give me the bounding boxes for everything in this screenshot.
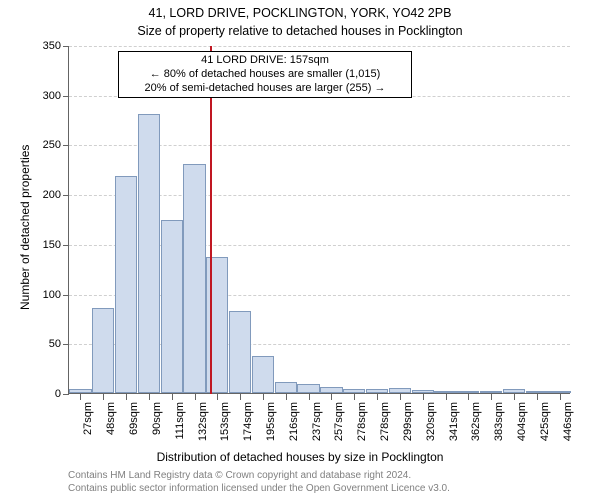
y-tick [63,96,69,97]
x-tick [240,394,241,400]
x-tick-label: 111sqm [174,402,186,440]
x-tick [217,394,218,400]
x-tick-label: 383sqm [493,402,505,441]
x-tick-label: 278sqm [379,402,391,441]
x-tick [423,394,424,400]
y-tick [63,344,69,345]
bar [366,389,388,393]
annotation-line3: 20% of semi-detached houses are larger (… [123,82,407,96]
bar [457,391,479,393]
y-tick [63,145,69,146]
y-tick-label: 300 [29,90,61,102]
bar [297,384,319,393]
y-tick [63,46,69,47]
x-tick [331,394,332,400]
bar [503,389,525,393]
x-tick [468,394,469,400]
y-axis-label: Number of detached properties [18,145,32,310]
bar [183,164,205,393]
annotation-line1: 41 LORD DRIVE: 157sqm [123,54,407,68]
x-tick-label: 425sqm [539,402,551,441]
x-tick [149,394,150,400]
annotation-box: 41 LORD DRIVE: 157sqm ← 80% of detached … [118,51,412,98]
x-tick-label: 69sqm [128,402,140,435]
x-tick-label: 48sqm [105,402,117,435]
y-tick [63,245,69,246]
x-tick [377,394,378,400]
x-tick-label: 216sqm [288,402,300,441]
bar [389,388,411,393]
x-tick-label: 362sqm [470,402,482,441]
y-tick-label: 350 [29,40,61,52]
x-tick [309,394,310,400]
y-tick [63,394,69,395]
x-tick [172,394,173,400]
bar [69,389,91,393]
x-tick-label: 257sqm [333,402,345,441]
y-axis-label-text: Number of detached properties [18,145,32,310]
x-tick-label: 195sqm [265,402,277,441]
bar [92,308,114,394]
y-tick-label: 50 [29,338,61,350]
y-tick-label: 250 [29,139,61,151]
x-tick [446,394,447,400]
page-title: 41, LORD DRIVE, POCKLINGTON, YORK, YO42 … [0,6,600,20]
title-text: 41, LORD DRIVE, POCKLINGTON, YORK, YO42 … [149,6,452,20]
x-tick-label: 404sqm [516,402,528,441]
x-tick [103,394,104,400]
bar [343,389,365,393]
y-tick-label: 150 [29,239,61,251]
annotation-line2: ← 80% of detached houses are smaller (1,… [123,68,407,82]
gridline [69,46,570,47]
x-tick-label: 27sqm [82,402,94,435]
x-tick-label: 174sqm [242,402,254,441]
subtitle-text: Size of property relative to detached ho… [137,24,462,38]
x-tick [80,394,81,400]
bar [526,391,548,393]
bar [412,390,434,393]
x-tick [126,394,127,400]
bar [229,311,251,393]
y-tick-label: 200 [29,189,61,201]
x-tick-label: 90sqm [151,402,163,435]
bar [252,356,274,393]
y-tick [63,295,69,296]
x-tick [491,394,492,400]
x-tick-label: 237sqm [311,402,323,441]
x-tick [560,394,561,400]
x-tick-label: 132sqm [197,402,209,441]
bar [480,391,502,393]
y-tick [63,195,69,196]
page-subtitle: Size of property relative to detached ho… [0,24,600,38]
x-tick [354,394,355,400]
bar [434,391,456,393]
license-line2: Contains public sector information licen… [68,483,450,494]
bar [548,391,570,393]
x-tick [195,394,196,400]
x-tick [286,394,287,400]
x-tick-label: 320sqm [425,402,437,441]
bar [320,387,342,393]
x-tick-label: 446sqm [562,402,574,441]
x-axis-label-text: Distribution of detached houses by size … [157,450,444,464]
x-tick-label: 278sqm [356,402,368,441]
bar [138,114,160,393]
x-axis-label: Distribution of detached houses by size … [0,450,600,464]
bar [115,176,137,393]
y-tick-label: 0 [29,388,61,400]
bar [275,382,297,393]
x-tick [537,394,538,400]
y-tick-label: 100 [29,289,61,301]
x-tick-label: 299sqm [402,402,414,441]
license-line1: Contains HM Land Registry data © Crown c… [68,470,411,481]
bar [161,220,183,393]
x-tick [263,394,264,400]
x-tick-label: 341sqm [448,402,460,441]
x-tick-label: 153sqm [219,402,231,441]
x-tick [400,394,401,400]
x-tick [514,394,515,400]
